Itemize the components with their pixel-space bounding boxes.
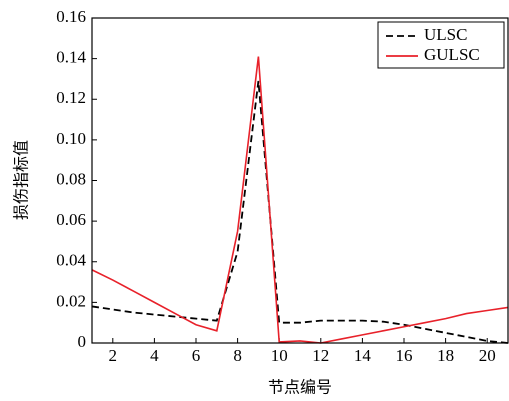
y-tick-label: 0.16 (56, 7, 86, 26)
x-tick-label: 16 (396, 346, 413, 365)
x-tick-label: 12 (312, 346, 329, 365)
y-tick-label: 0.08 (56, 169, 86, 188)
x-tick-label: 4 (150, 346, 159, 365)
y-tick-label: 0.12 (56, 88, 86, 107)
x-axis-label: 节点编号 (268, 378, 332, 397)
x-tick-label: 14 (354, 346, 372, 365)
y-tick-label: 0.14 (56, 48, 86, 67)
x-tick-label: 18 (437, 346, 454, 365)
y-axis-label: 损伤指标值 (12, 140, 31, 220)
y-tick-label: 0.06 (56, 210, 86, 229)
x-tick-label: 10 (271, 346, 288, 365)
y-tick-label: 0.04 (56, 251, 86, 270)
x-tick-label: 6 (192, 346, 201, 365)
plot-frame (91, 17, 509, 344)
legend-label: GULSC (424, 45, 480, 64)
legend-box (377, 21, 505, 69)
y-tick-label: 0.10 (56, 129, 86, 148)
series-line (91, 56, 509, 344)
y-tick-label: 0 (78, 332, 87, 351)
x-tick-label: 20 (479, 346, 496, 365)
series-line (91, 80, 509, 344)
legend-label: ULSC (424, 25, 467, 44)
x-tick-label: 8 (233, 346, 242, 365)
y-tick-label: 0.02 (56, 291, 86, 310)
x-tick-label: 2 (109, 346, 118, 365)
